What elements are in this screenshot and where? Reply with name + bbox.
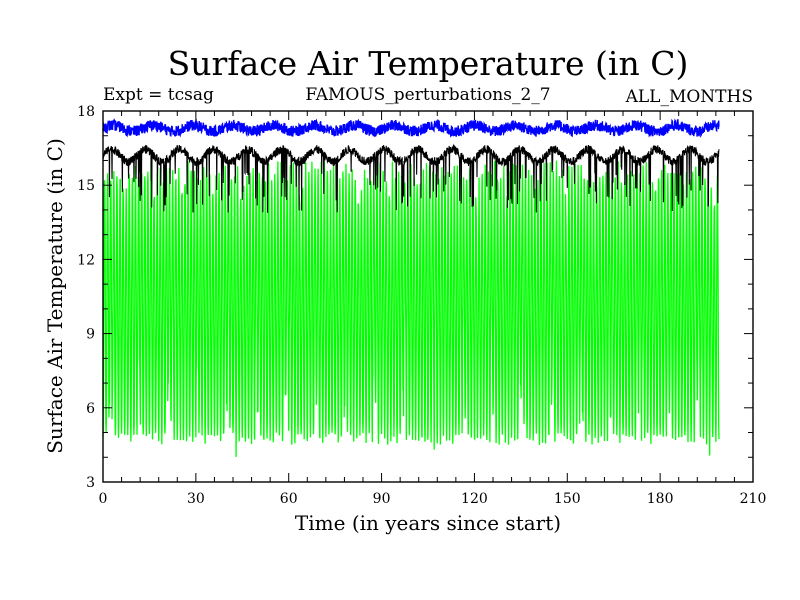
series-black-line	[102, 143, 720, 213]
x-tick-label: 150	[554, 491, 581, 507]
series-layer	[102, 118, 720, 458]
x-tick-label: 180	[647, 491, 674, 507]
chart-subtitle-right: ALL_MONTHS	[625, 87, 753, 107]
x-tick-label: 210	[740, 491, 767, 507]
chart-subtitle-center: FAMOUS_perturbations_2_7	[305, 85, 550, 105]
y-tick-label: 3	[86, 475, 95, 491]
y-tick-label: 6	[86, 401, 95, 417]
y-tick-label: 9	[86, 327, 95, 343]
x-tick-label: 90	[373, 491, 391, 507]
x-axis-label: Time (in years since start)	[295, 511, 561, 535]
x-tick-label: 0	[99, 491, 108, 507]
y-tick-label: 18	[77, 104, 95, 120]
y-axis-label: Surface Air Temperature (in C)	[43, 138, 67, 454]
x-tick-label: 60	[280, 491, 298, 507]
series-green-line	[102, 160, 720, 458]
x-tick-label: 120	[461, 491, 488, 507]
x-tick-label: 30	[187, 491, 205, 507]
plot-frame	[102, 110, 754, 483]
tick-layer: 0 30 60 90 120 150 180 210 3 6 9 12 15 18	[77, 104, 766, 507]
chart-subtitle-left: Expt = tcsag	[103, 85, 214, 105]
y-tick-label: 12	[77, 252, 95, 268]
chart-title: Surface Air Temperature (in C)	[168, 44, 689, 83]
y-tick-label: 15	[77, 178, 95, 194]
series-blue-line	[102, 118, 720, 139]
